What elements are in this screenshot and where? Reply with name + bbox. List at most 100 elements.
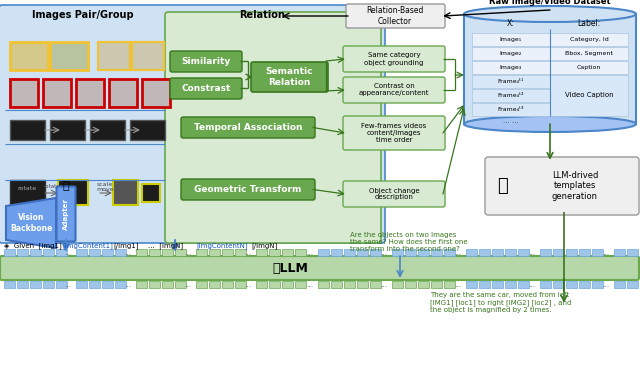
Polygon shape	[6, 198, 56, 248]
Bar	[418, 249, 429, 256]
Bar	[472, 47, 550, 60]
Bar	[466, 281, 477, 288]
Bar	[149, 249, 160, 256]
Bar	[614, 281, 625, 288]
Text: Image₂: Image₂	[500, 51, 522, 56]
FancyBboxPatch shape	[343, 116, 445, 150]
Text: Label:: Label:	[577, 19, 600, 28]
Bar	[550, 47, 628, 60]
Bar	[344, 281, 355, 288]
Bar	[472, 89, 550, 102]
Text: LLM-drived
templates
generation: LLM-drived templates generation	[552, 171, 598, 201]
Text: X:: X:	[507, 19, 515, 28]
Bar	[550, 75, 628, 116]
Text: rotate: rotate	[17, 187, 36, 191]
Text: ...: ...	[244, 280, 252, 289]
Text: Same category
object grounding: Same category object grounding	[364, 53, 424, 66]
Bar	[235, 281, 246, 288]
Bar	[540, 281, 551, 288]
Text: Are the objects on two images
the same? How does the first one
transform into th: Are the objects on two images the same? …	[350, 232, 468, 252]
FancyBboxPatch shape	[251, 62, 328, 92]
Bar	[614, 249, 625, 256]
Bar	[505, 249, 516, 256]
Bar	[269, 281, 280, 288]
Bar	[505, 281, 516, 288]
Bar	[627, 249, 638, 256]
Bar	[102, 281, 113, 288]
Bar	[553, 249, 564, 256]
Bar	[196, 249, 207, 256]
Text: [ImgContentN]: [ImgContentN]	[196, 243, 248, 250]
Text: ...: ...	[380, 280, 388, 289]
Bar	[76, 79, 104, 107]
Text: Bbox, Segment: Bbox, Segment	[565, 51, 613, 56]
Bar	[282, 249, 293, 256]
Bar	[418, 281, 429, 288]
Text: ...: ...	[307, 248, 314, 257]
Text: Semantic
Relation: Semantic Relation	[265, 67, 313, 87]
Bar	[162, 281, 173, 288]
Bar	[50, 42, 88, 70]
Bar	[142, 79, 170, 107]
Text: ... ...: ... ...	[503, 118, 519, 124]
Text: Geometric Transform: Geometric Transform	[195, 185, 301, 194]
Bar	[196, 281, 207, 288]
Text: ...: ...	[529, 248, 536, 257]
Bar	[162, 249, 173, 256]
Bar	[149, 281, 160, 288]
Text: Object change
description: Object change description	[369, 188, 419, 201]
Text: 🔥LLM: 🔥LLM	[272, 262, 308, 275]
FancyBboxPatch shape	[485, 157, 639, 215]
Bar	[10, 120, 45, 140]
Bar	[115, 249, 126, 256]
Text: Relation: Relation	[239, 10, 285, 20]
Bar	[579, 281, 590, 288]
Bar	[175, 249, 186, 256]
Bar	[357, 281, 368, 288]
Bar	[392, 281, 403, 288]
Bar	[472, 75, 550, 88]
Bar	[58, 180, 88, 205]
Bar	[472, 61, 550, 74]
Ellipse shape	[464, 6, 636, 22]
Bar	[235, 249, 246, 256]
Bar	[444, 249, 455, 256]
Bar	[256, 281, 267, 288]
Bar	[627, 281, 638, 288]
Bar	[592, 281, 603, 288]
Bar	[444, 281, 455, 288]
Text: 🤖: 🤖	[497, 177, 508, 195]
Bar	[76, 249, 87, 256]
Bar	[89, 281, 100, 288]
Bar	[331, 281, 342, 288]
Text: Similarity: Similarity	[181, 57, 230, 66]
Text: ...: ...	[65, 280, 72, 289]
Text: ...: ...	[124, 248, 132, 257]
Bar	[464, 14, 636, 124]
Bar	[109, 79, 137, 107]
Bar	[132, 42, 164, 70]
Bar	[492, 281, 503, 288]
Ellipse shape	[464, 116, 636, 132]
Bar	[592, 249, 603, 256]
Bar	[209, 249, 220, 256]
Text: [/imgN]: [/imgN]	[251, 243, 277, 250]
Bar	[175, 281, 186, 288]
Text: scale
move: scale move	[96, 181, 114, 192]
Bar	[10, 79, 38, 107]
Bar	[472, 33, 550, 46]
FancyBboxPatch shape	[170, 51, 242, 72]
Text: Vision
Backbone: Vision Backbone	[10, 213, 52, 233]
Bar	[518, 249, 529, 256]
Bar	[4, 249, 15, 256]
Bar	[492, 249, 503, 256]
Bar	[479, 281, 490, 288]
Bar	[130, 120, 165, 140]
Text: ...: ...	[602, 280, 609, 289]
Bar	[17, 249, 28, 256]
Bar	[431, 249, 442, 256]
Text: ...: ...	[454, 248, 461, 257]
Bar	[518, 281, 529, 288]
Text: ...: ...	[184, 280, 191, 289]
Bar	[10, 42, 48, 70]
